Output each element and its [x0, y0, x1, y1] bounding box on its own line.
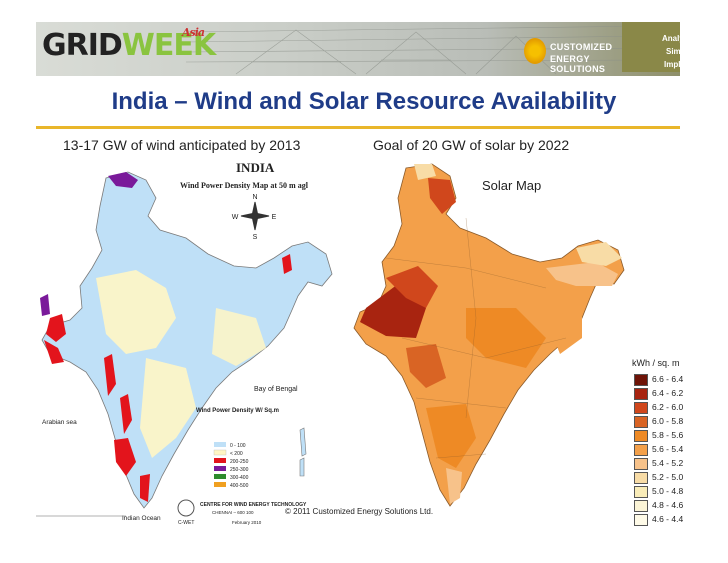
solar-caption: Goal of 20 GW of solar by 2022 [373, 137, 570, 153]
cwet-logo-text: C-WET [178, 520, 194, 526]
lightbulb-icon [524, 38, 546, 64]
solar-legend-label: 5.4 - 5.2 [652, 458, 684, 468]
logo-asia-text: Asia [182, 26, 205, 39]
wind-legend-label-4: 300-400 [230, 475, 249, 481]
cwet-city: CHENNAI – 600 100 [212, 510, 254, 515]
header-banner: GRIDWEEK Asia CUSTOMIZED ENERGY SOLUTION… [36, 22, 680, 76]
solar-legend-title: kWh / sq. m [632, 358, 680, 368]
tagline-analyze: Analyze. [662, 34, 680, 43]
indian-ocean-label: Indian Ocean [122, 515, 161, 522]
cwet-org: CENTRE FOR WIND ENERGY TECHNOLOGY [200, 502, 307, 508]
slide-title: India – Wind and Solar Resource Availabi… [111, 88, 617, 115]
wind-legend-swatch-1 [213, 449, 227, 456]
wind-density-label: Wind Power Density W/ Sq.m [196, 408, 279, 414]
solar-legend-label: 6.6 - 6.4 [652, 374, 684, 384]
solar-legend-swatch [634, 444, 648, 456]
solar-legend-label: 5.2 - 5.0 [652, 472, 684, 482]
tagline-simplify: Simplify. [666, 47, 680, 56]
arabian-sea-label: Arabian sea [42, 419, 77, 426]
solar-legend-swatch [634, 416, 648, 428]
solar-legend-swatch [634, 388, 648, 400]
wind-legend-label-3: 250-300 [230, 467, 249, 473]
solar-legend-swatch [634, 500, 648, 512]
solar-legend-swatch [634, 402, 648, 414]
logo-grid-text: GRID [42, 28, 123, 63]
wind-legend-swatch-5 [214, 482, 226, 487]
company-name-line1: CUSTOMIZED [550, 42, 613, 52]
solar-legend-label: 6.0 - 5.8 [652, 416, 684, 426]
solar-legend-swatch [634, 458, 648, 470]
solar-legend-swatch [634, 486, 648, 498]
solar-legend: kWh / sq. m 6.6 - 6.4 6.4 - 6.2 6.2 - 6.… [626, 356, 718, 526]
wind-caption: 13-17 GW of wind anticipated by 2013 [63, 137, 301, 153]
solar-legend-label: 6.2 - 6.0 [652, 402, 684, 412]
wind-legend-label-5: 400-500 [230, 483, 249, 489]
wind-legend-swatch-4 [214, 474, 226, 479]
company-name-line2: ENERGY SOLUTIONS [550, 54, 606, 74]
solar-legend-swatch [634, 514, 648, 526]
wind-legend-label-1: < 200 [230, 451, 243, 457]
gridweek-logo[interactable]: GRIDWEEK Asia [42, 26, 216, 68]
solar-legend-label: 5.0 - 4.8 [652, 486, 684, 496]
wind-legend-label-0: 0 - 100 [230, 443, 246, 449]
tagline-box: Analyze. Simplify. Implement. [622, 22, 680, 72]
svg-text:E: E [272, 214, 277, 221]
logo-week-text: WEEK [121, 28, 216, 63]
solar-legend-swatch [634, 472, 648, 484]
solar-map-inner-label: Solar Map [482, 178, 541, 193]
wind-legend-label-2: 200-250 [230, 459, 249, 465]
ces-logo[interactable]: CUSTOMIZED ENERGY SOLUTIONS [524, 36, 624, 74]
wind-legend-swatch-3 [214, 466, 226, 471]
svg-text:W: W [232, 214, 239, 221]
solar-legend-label: 5.8 - 5.6 [652, 430, 684, 440]
cwet-logo-icon [177, 499, 195, 517]
solar-legend-label: 6.4 - 6.2 [652, 388, 684, 398]
compass-rose-icon [240, 201, 270, 231]
solar-legend-swatch [634, 430, 648, 442]
wind-legend-swatch-2 [214, 458, 226, 463]
cwet-date: February 2010 [232, 520, 262, 525]
wind-map-subtitle: Wind Power Density Map at 50 m agl [180, 181, 309, 190]
copyright-notice: © 2011 Customized Energy Solutions Ltd. [283, 506, 436, 517]
wind-legend: 0 - 100 < 200 200-250 250-300 300-400 40… [213, 442, 249, 489]
solar-resource-map: Solar Map [353, 163, 625, 507]
wind-map-title: INDIA [236, 160, 275, 175]
tagline-implement: Implement. [664, 60, 680, 69]
bay-of-bengal-label: Bay of Bengal [254, 386, 298, 393]
solar-legend-label: 5.6 - 5.4 [652, 444, 684, 454]
svg-text:S: S [253, 234, 258, 241]
wind-power-density-map: N S W E INDIA Wind Power Density Map at … [36, 158, 360, 540]
svg-text:N: N [252, 194, 257, 201]
title-divider [36, 126, 680, 129]
solar-legend-label: 4.8 - 4.6 [652, 500, 684, 510]
wind-legend-swatch-0 [214, 442, 226, 447]
power-lines-graphic [185, 25, 657, 75]
solar-legend-swatch [634, 374, 648, 386]
solar-legend-label: 4.6 - 4.4 [652, 514, 684, 524]
